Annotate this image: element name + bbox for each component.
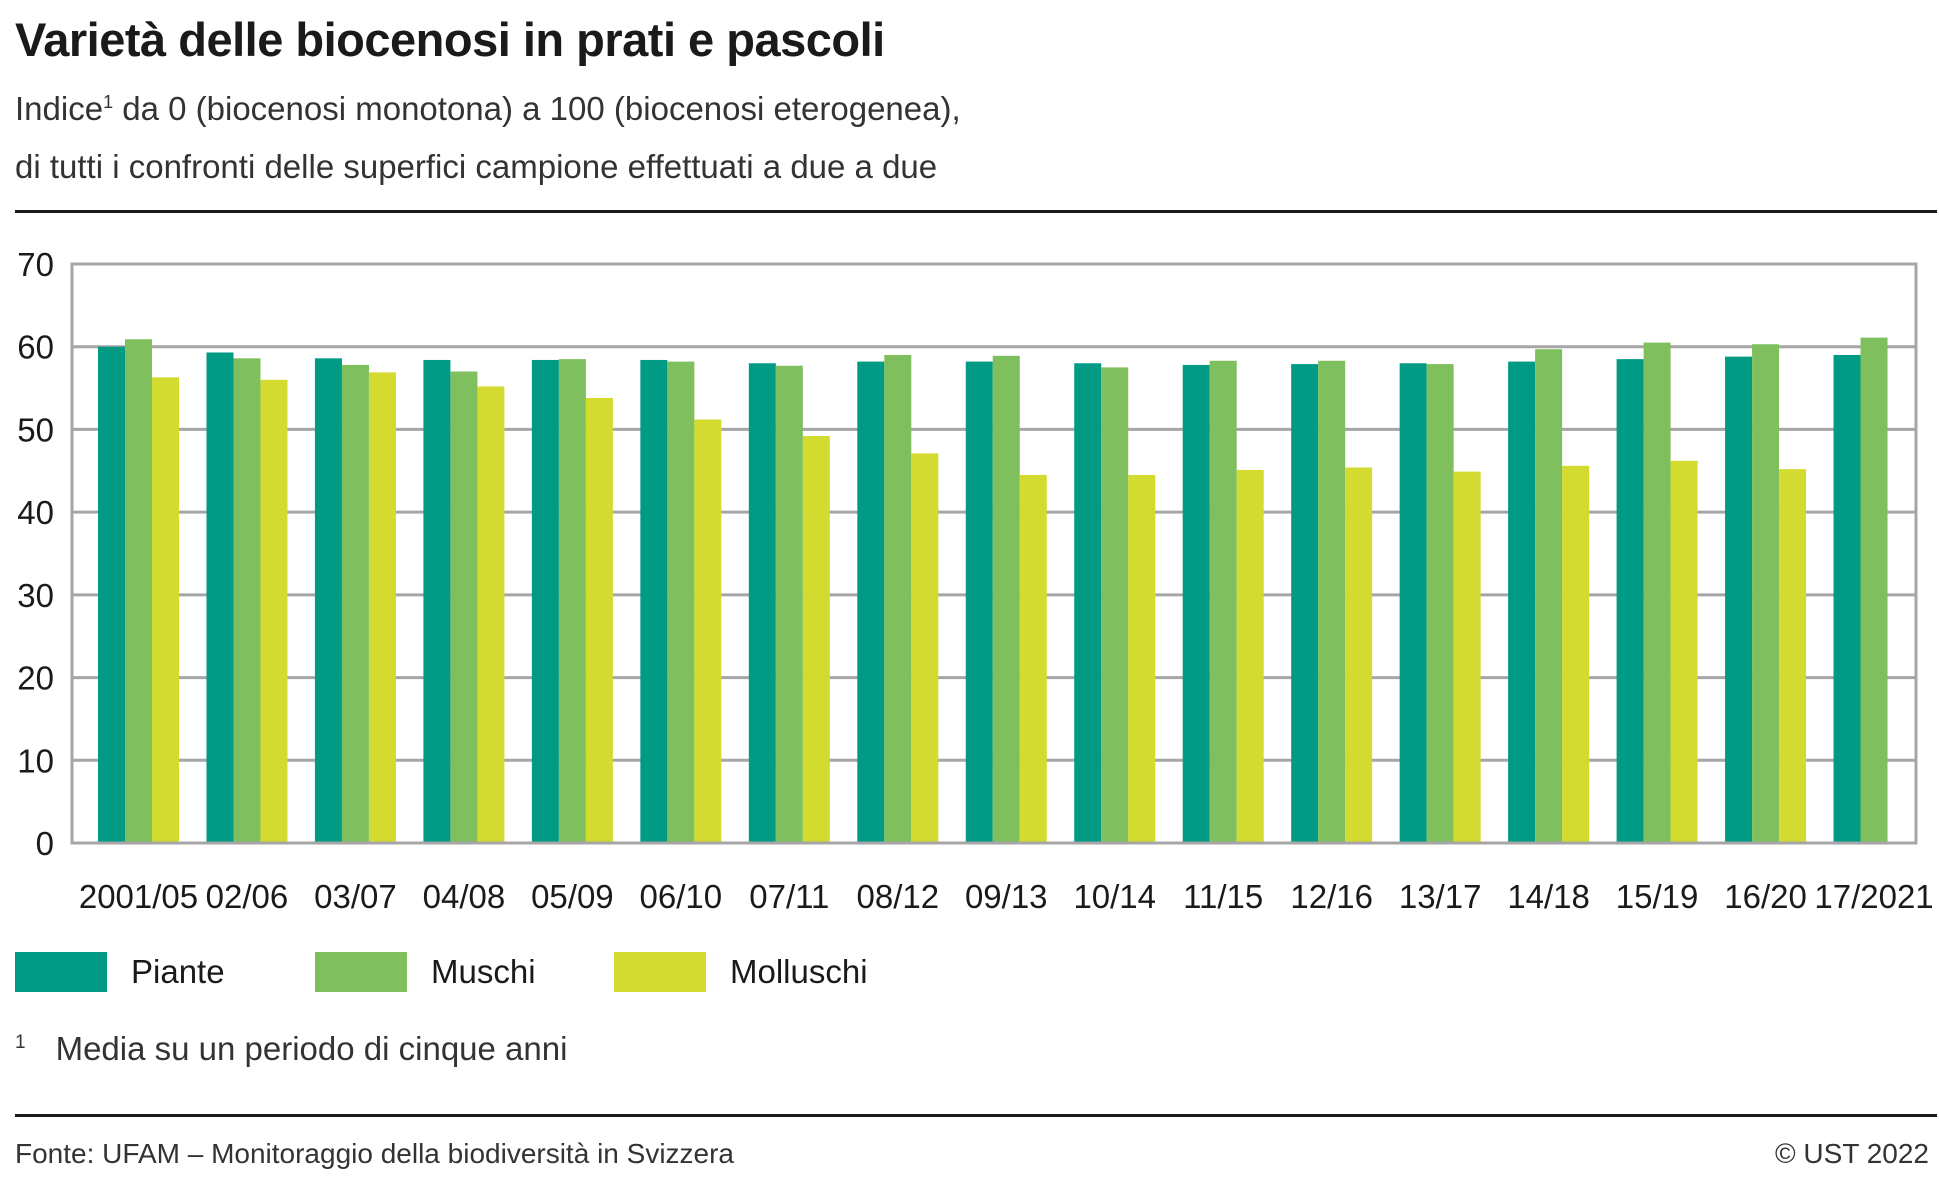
x-tick-label: 09/13	[965, 878, 1048, 915]
copyright-note: © UST 2022	[1775, 1138, 1929, 1169]
legend-swatch	[315, 952, 407, 992]
bar-molluschi	[694, 419, 722, 843]
bar-muschi	[1209, 360, 1237, 843]
bar-molluschi	[1670, 460, 1698, 843]
legend-swatch	[614, 952, 706, 992]
y-tick-label: 0	[36, 825, 54, 862]
bar-muschi	[1101, 367, 1129, 843]
bar-molluschi	[1236, 469, 1264, 843]
bar-piante	[1616, 359, 1644, 843]
bar-muschi	[1318, 360, 1346, 843]
chart-subtitle-line1: Indice1 da 0 (biocenosi monotona) a 100 …	[15, 90, 961, 128]
bar-piante	[1508, 361, 1536, 843]
footnote: 1 Media su un periodo di cinque anni	[15, 1030, 567, 1068]
bar-muschi	[233, 358, 261, 843]
x-tick-label: 13/17	[1399, 878, 1482, 915]
y-tick-label: 20	[17, 660, 54, 697]
x-tick-label: 14/18	[1507, 878, 1590, 915]
x-tick-label: 10/14	[1073, 878, 1156, 915]
bar-piante	[748, 363, 776, 843]
bar-piante	[1833, 354, 1861, 843]
bar-molluschi	[1453, 471, 1481, 843]
bar-muschi	[667, 361, 695, 843]
chart-subtitle-line2: di tutti i confronti delle superfici cam…	[15, 148, 938, 185]
footnote-mark: 1	[15, 1032, 26, 1053]
bar-piante	[531, 359, 559, 843]
bar-piante	[1182, 364, 1210, 843]
bar-molluschi	[1345, 467, 1373, 843]
x-tick-label: 2001/05	[79, 878, 198, 915]
bar-piante	[965, 361, 993, 843]
bar-molluschi	[585, 397, 613, 843]
footer-divider	[15, 1114, 1937, 1117]
bar-muschi	[558, 359, 586, 843]
y-tick-label: 60	[17, 329, 54, 366]
x-tick-label: 12/16	[1290, 878, 1373, 915]
bar-muschi	[125, 339, 152, 843]
x-tick-label: 15/19	[1616, 878, 1699, 915]
bar-molluschi	[1019, 474, 1047, 843]
y-tick-label: 40	[17, 494, 54, 531]
bar-muschi	[1643, 342, 1671, 843]
bar-muschi	[1535, 349, 1563, 843]
y-tick-label: 70	[17, 246, 54, 283]
bar-piante	[1291, 364, 1319, 843]
bar-piante	[857, 361, 885, 843]
x-tick-label: 04/08	[423, 878, 506, 915]
bar-molluschi	[477, 386, 505, 843]
x-tick-label: 06/10	[640, 878, 723, 915]
subtitle-index-word: Indice	[15, 90, 104, 127]
bar-molluschi	[1562, 465, 1590, 843]
bar-muschi	[1426, 364, 1454, 843]
bar-molluschi	[260, 379, 288, 843]
x-tick-label: 03/07	[314, 878, 397, 915]
bar-piante	[423, 359, 451, 843]
x-tick-label: 07/11	[749, 878, 829, 915]
bar-piante	[640, 359, 668, 843]
subtitle-range-text: da 0 (biocenosi monotona) a 100 (bioceno…	[113, 90, 961, 127]
y-tick-label: 50	[17, 411, 54, 448]
x-tick-label: 17/2021	[1814, 878, 1933, 915]
bar-piante	[314, 358, 342, 843]
x-tick-label: 11/15	[1183, 878, 1263, 915]
bar-molluschi	[1128, 474, 1156, 843]
legend-label: Muschi	[431, 953, 536, 990]
bar-molluschi	[368, 372, 396, 843]
footnote-text: Media su un periodo di cinque anni	[55, 1030, 568, 1067]
bar-muschi	[775, 365, 803, 843]
x-tick-label: 08/12	[856, 878, 939, 915]
y-tick-label: 10	[17, 742, 54, 779]
bar-muschi	[1752, 344, 1780, 843]
bar-molluschi	[1779, 469, 1807, 843]
bar-molluschi	[152, 377, 179, 843]
x-tick-label: 05/09	[531, 878, 614, 915]
bar-molluschi	[911, 453, 939, 843]
subtitle-footnote-ref: 1	[103, 92, 114, 112]
legend-swatch	[15, 952, 107, 992]
bar-piante	[1725, 356, 1753, 843]
chart-title: Varietà delle biocenosi in prati e pasco…	[15, 13, 885, 66]
source-note: Fonte: UFAM – Monitoraggio della biodive…	[15, 1138, 735, 1169]
x-tick-label: 02/06	[206, 878, 289, 915]
bar-piante	[1399, 363, 1427, 843]
bar-muschi	[450, 371, 478, 843]
header-divider	[15, 210, 1937, 213]
bar-piante	[206, 352, 234, 843]
bar-muschi	[341, 364, 369, 843]
legend-label: Molluschi	[730, 953, 868, 990]
bar-muschi	[1860, 337, 1888, 843]
bar-piante	[98, 346, 125, 843]
bar-muschi	[884, 354, 912, 843]
legend-label: Piante	[131, 953, 225, 990]
bar-muschi	[992, 355, 1020, 843]
bar-molluschi	[802, 436, 830, 843]
x-tick-label: 16/20	[1724, 878, 1807, 915]
bar-piante	[1074, 363, 1102, 843]
y-tick-label: 30	[17, 577, 54, 614]
